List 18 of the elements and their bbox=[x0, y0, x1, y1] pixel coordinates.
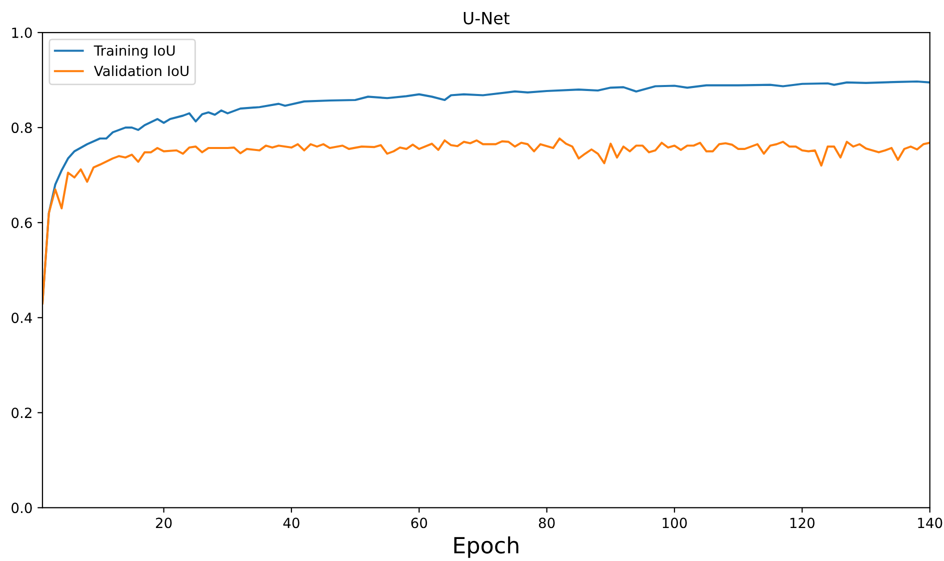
x-tick-label: 140 bbox=[918, 518, 942, 528]
x-tick-label: 100 bbox=[662, 518, 687, 528]
x-tick-label: 60 bbox=[411, 518, 428, 528]
y-tick-label: 0.4 bbox=[12, 312, 32, 324]
x-axis-title: Epoch bbox=[454, 536, 518, 558]
x-tick-label: 20 bbox=[156, 518, 172, 528]
chart-title: U-Net bbox=[464, 12, 510, 24]
legend-label: Validation IoU bbox=[94, 65, 188, 76]
x-tick-label: 120 bbox=[790, 518, 814, 528]
y-tick-label: 0.0 bbox=[12, 502, 32, 514]
x-tick-label: 40 bbox=[283, 518, 300, 528]
legend-label: Training IoU bbox=[94, 45, 175, 58]
y-tick-label: 0.2 bbox=[12, 408, 32, 418]
y-tick-label: 0.6 bbox=[12, 218, 32, 228]
x-tick-label: 80 bbox=[538, 518, 555, 528]
y-tick-label: 1.0 bbox=[12, 28, 32, 38]
y-tick-label: 0.8 bbox=[12, 122, 32, 134]
line-series bbox=[42, 137, 930, 304]
